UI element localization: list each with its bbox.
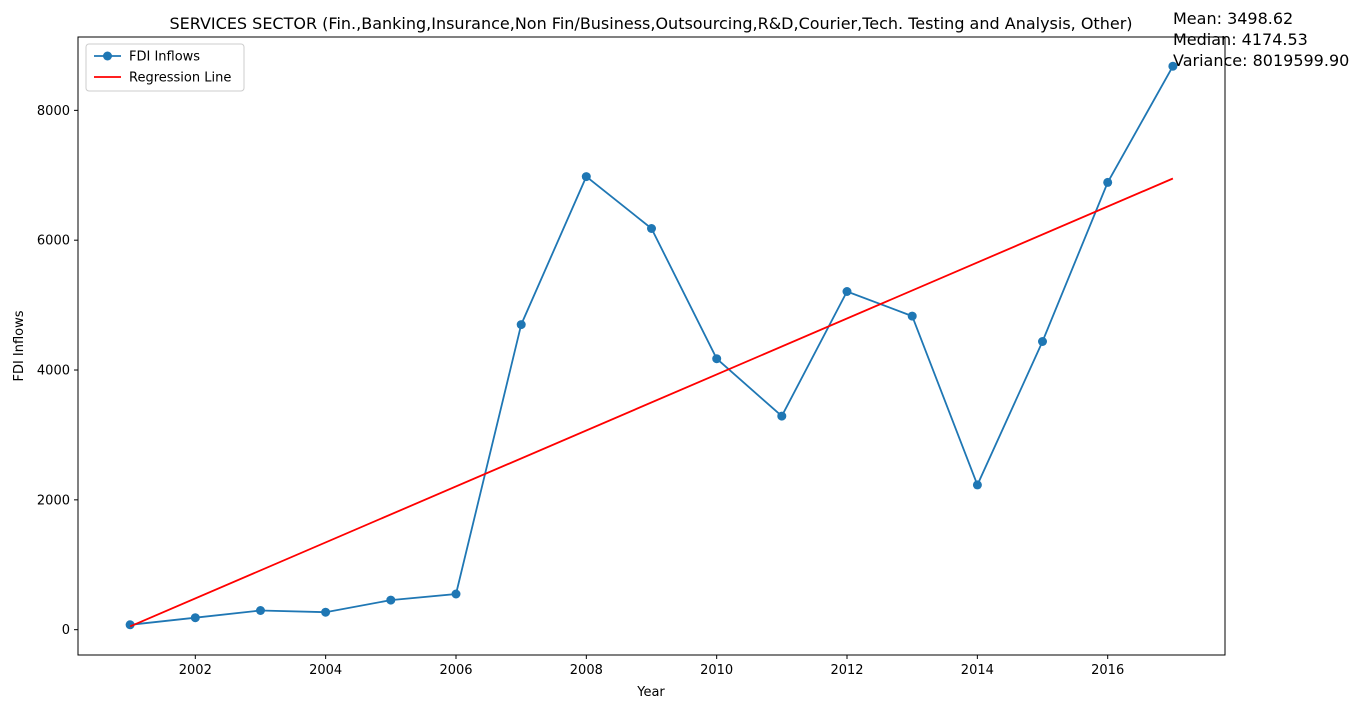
data-point — [516, 320, 526, 330]
series-line-1 — [129, 177, 1174, 628]
axes-frame — [77, 36, 1226, 656]
data-point — [972, 480, 982, 490]
stat-median: Median: 4174.53 — [1173, 30, 1308, 49]
x-tick-label: 2008 — [570, 663, 603, 678]
data-point — [647, 224, 656, 233]
x-tick-label: 2004 — [309, 663, 342, 678]
x-tick-label: 2006 — [439, 663, 472, 678]
data-point — [451, 589, 461, 599]
data-point — [125, 620, 135, 630]
stats-annotation: Mean: 3498.62 Median: 4174.53 Variance: … — [1173, 9, 1349, 70]
data-point — [712, 354, 722, 364]
x-tick-label: 2012 — [830, 663, 863, 678]
data-point — [1038, 337, 1047, 346]
y-tick-label: 4000 — [37, 364, 70, 379]
y-axis: 0 2000 4000 6000 8000 — [37, 104, 78, 638]
x-axis: 2002 2004 2006 2008 2010 2012 2014 2016 — [179, 655, 1124, 678]
y-tick-label: 0 — [62, 623, 70, 638]
stat-mean: Mean: 3498.62 — [1173, 9, 1293, 28]
y-tick-label: 2000 — [37, 493, 70, 508]
x-tick-label: 2014 — [961, 663, 994, 678]
x-axis-label: Year — [636, 685, 665, 700]
data-point — [842, 287, 852, 296]
data-point — [907, 311, 917, 321]
data-point — [256, 606, 265, 615]
legend: FDI Inflows Regression Line — [85, 43, 245, 92]
legend-box — [85, 43, 245, 92]
x-tick-label: 2016 — [1091, 663, 1124, 678]
data-point — [190, 613, 200, 623]
data-point — [321, 607, 331, 617]
x-tick-label: 2002 — [179, 663, 212, 678]
y-axis-label: FDI Inflows — [12, 310, 27, 381]
x-tick-label: 2010 — [700, 663, 733, 678]
data-point — [581, 172, 591, 182]
y-tick-label: 8000 — [37, 104, 70, 119]
data-point — [1103, 177, 1113, 187]
plot-area — [77, 36, 1226, 656]
chart-title: SERVICES SECTOR (Fin.,Banking,Insurance,… — [169, 14, 1132, 33]
legend-marker-0 — [103, 51, 112, 61]
y-tick-label: 6000 — [37, 234, 70, 249]
stat-variance: Variance: 8019599.90 — [1173, 51, 1349, 70]
legend-label-1: Regression Line — [129, 71, 231, 86]
data-point — [386, 595, 396, 605]
data-point — [1168, 61, 1178, 71]
data-point — [777, 411, 787, 421]
legend-label-0: FDI Inflows — [129, 50, 200, 65]
